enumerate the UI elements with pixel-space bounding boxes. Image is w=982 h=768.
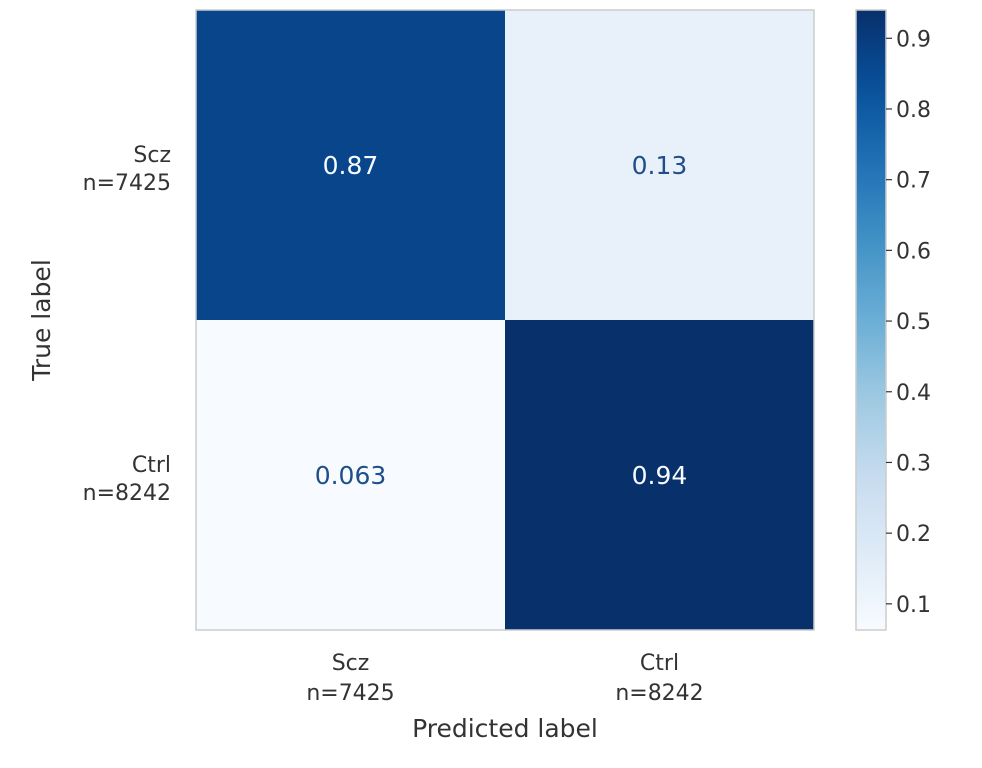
colorbar: 0.1 0.2 0.3 0.4 0.5 0.6 0.7 0.8 0.9 [855, 9, 931, 631]
x-axis-ticks: Scz n=7425 Ctrl n=8242 [306, 651, 703, 706]
heatmap-cells [196, 10, 814, 630]
heatmap-cell [505, 320, 814, 630]
colorbar-tick-label: 0.6 [896, 239, 931, 264]
y-tick-count: n=7425 [83, 171, 171, 196]
cell-value-label: 0.13 [632, 151, 688, 180]
heatmap-cell-labels: 0.87 0.13 0.063 0.94 [315, 151, 688, 490]
colorbar-tick-label: 0.5 [896, 310, 931, 335]
y-tick-count: n=8242 [83, 481, 171, 506]
colorbar-tick-label: 0.9 [896, 27, 931, 52]
colorbar-tick-label: 0.7 [896, 169, 931, 194]
cell-value-label: 0.87 [323, 151, 379, 180]
x-tick-label: Ctrl [640, 651, 679, 676]
y-axis-ticks: Scz n=7425 Ctrl n=8242 [83, 143, 171, 506]
cell-value-label: 0.063 [315, 461, 387, 490]
y-tick-label: Ctrl [132, 453, 171, 478]
colorbar-tick-label: 0.4 [896, 381, 931, 406]
colorbar-tick-label: 0.3 [896, 451, 931, 476]
y-tick-label: Scz [133, 143, 171, 168]
x-axis-title: Predicted label [412, 714, 598, 743]
heatmap-cell [196, 320, 505, 630]
colorbar-tick-label: 0.8 [896, 98, 931, 123]
heatmap-cell [505, 10, 814, 320]
heatmap-cell [196, 10, 505, 320]
colorbar-tick-label: 0.2 [896, 522, 931, 547]
colorbar-gradient [855, 9, 887, 631]
x-tick-count: n=7425 [306, 681, 394, 706]
x-tick-label: Scz [332, 651, 370, 676]
plot-frame [195, 9, 815, 631]
y-axis-title: True label [27, 259, 56, 382]
colorbar-tick-label: 0.1 [896, 593, 931, 618]
x-tick-count: n=8242 [615, 681, 703, 706]
cell-value-label: 0.94 [632, 461, 688, 490]
